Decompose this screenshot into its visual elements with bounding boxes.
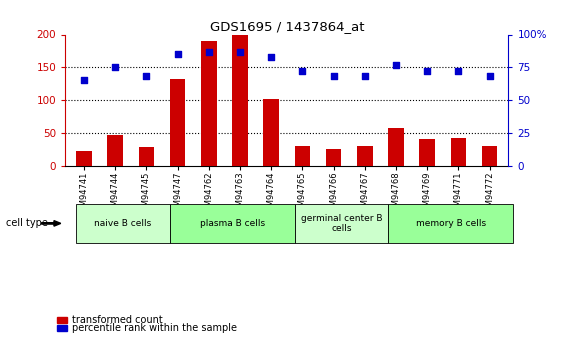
Point [485, 74, 494, 79]
Point [204, 49, 214, 54]
Bar [107, 136, 123, 166]
Bar [482, 146, 498, 166]
Point [142, 74, 151, 79]
Point [111, 65, 120, 70]
Point [80, 78, 89, 83]
Title: GDS1695 / 1437864_at: GDS1695 / 1437864_at [210, 20, 364, 33]
Text: germinal center B
cells: germinal center B cells [300, 214, 382, 233]
Text: memory B cells: memory B cells [416, 219, 486, 228]
Bar [419, 139, 435, 166]
Bar [170, 79, 185, 166]
Bar [357, 146, 373, 166]
Point [329, 74, 338, 79]
Bar [264, 99, 279, 166]
Bar [295, 146, 310, 166]
Point [236, 49, 245, 54]
Bar [201, 41, 216, 166]
Bar [232, 35, 248, 166]
Point [267, 54, 276, 60]
Bar [139, 147, 154, 166]
Point [298, 68, 307, 74]
Text: naive B cells: naive B cells [94, 219, 152, 228]
Point [454, 68, 463, 74]
Text: transformed count: transformed count [72, 315, 162, 325]
Point [423, 68, 432, 74]
Text: plasma B cells: plasma B cells [200, 219, 265, 228]
Bar [76, 151, 92, 166]
Text: cell type: cell type [6, 218, 48, 228]
Bar [450, 138, 466, 166]
Bar [389, 128, 404, 166]
Bar [326, 149, 341, 166]
Point [360, 74, 369, 79]
Text: percentile rank within the sample: percentile rank within the sample [72, 323, 236, 333]
Point [391, 62, 400, 67]
Point [173, 51, 182, 57]
